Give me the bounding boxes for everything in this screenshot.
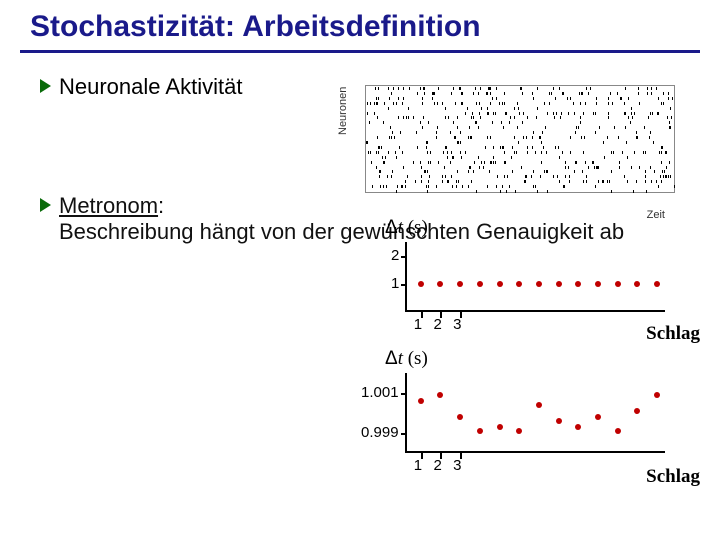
raster-box xyxy=(365,85,675,193)
metronome-plot-fine: Δt (s) Schlag 0.9991.001123 xyxy=(355,368,695,488)
plot2-xlabel: Schlag xyxy=(646,466,700,488)
raster-xlabel: Zeit xyxy=(647,209,665,221)
raster-ylabel: Neuronen xyxy=(337,87,349,135)
bullet-arrow-icon xyxy=(40,198,51,212)
plot2-axes xyxy=(405,373,665,453)
bullet-1-key: Neuronale Aktivität xyxy=(59,73,242,102)
plot1-xlabel: Schlag xyxy=(646,323,700,345)
plot1-axes xyxy=(405,242,665,312)
metronome-plot-coarse: Δt (s) Schlag 12123 xyxy=(355,237,695,337)
bullet-arrow-icon xyxy=(40,79,51,93)
bullet-2-key: Metronom xyxy=(59,193,158,218)
raster-plot: Neuronen Zeit xyxy=(365,85,675,205)
page-title: Stochastizität: Arbeitsdefinition xyxy=(30,10,690,44)
